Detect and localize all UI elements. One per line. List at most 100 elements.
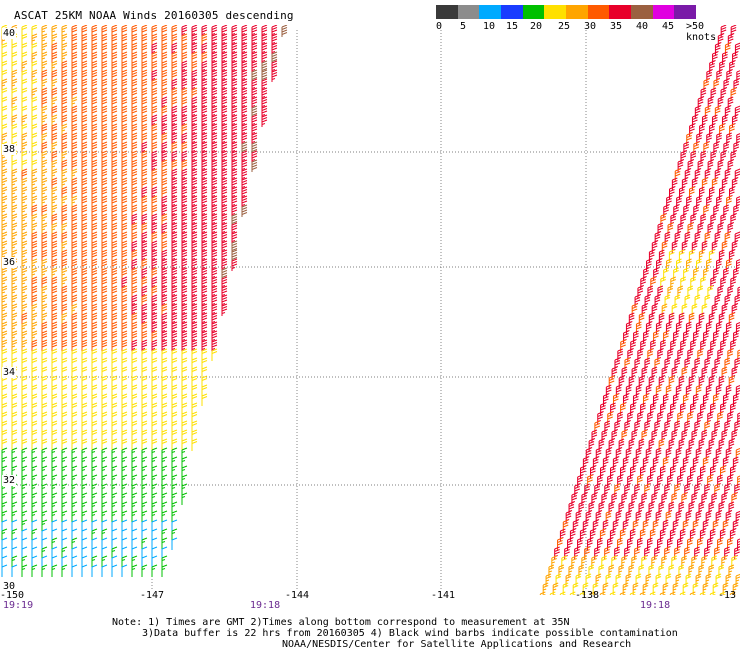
wind-barb [21,519,28,532]
wind-barb [728,438,735,451]
wind-barb [41,285,48,298]
wind-barb [271,33,278,46]
wind-barb [41,384,48,397]
wind-barb [628,501,635,514]
wind-barb [705,573,712,586]
wind-barb [690,465,696,478]
wind-barb [151,258,158,271]
wind-barb [171,105,178,118]
wind-barb [181,339,188,352]
colorbar-swatch [544,5,567,19]
wind-barb [609,528,616,541]
wind-barb [151,483,158,496]
wind-barb [251,33,258,46]
wind-barb [161,267,168,280]
wind-barb [41,222,48,235]
wind-barb [241,123,248,136]
wind-barb [221,42,228,55]
wind-barb [710,465,716,478]
wind-barb [131,339,138,352]
wind-barb [111,105,118,118]
wind-barb [161,96,168,109]
wind-barb [141,195,148,208]
wind-barb [637,474,643,487]
wind-barb [51,321,58,334]
wind-barb [632,393,639,406]
wind-barb [670,339,676,352]
wind-barb [21,492,28,505]
wind-barb [251,150,258,163]
wind-barb [625,447,632,460]
wind-barb [121,267,128,280]
wind-barb [618,375,625,388]
wind-barb [181,213,188,226]
wind-barb [121,285,128,298]
wind-barb [181,177,188,190]
wind-barb [241,168,248,181]
wind-barb [635,321,642,334]
wind-barb [669,591,676,595]
wind-barb [121,123,128,136]
wind-barb [714,42,721,55]
wind-barb [91,519,98,532]
wind-barb [708,375,715,388]
wind-barb [61,411,68,424]
wind-barb [161,447,168,460]
wind-barb [231,231,238,244]
wind-barb [141,249,148,262]
wind-barb [11,321,18,334]
wind-barb [201,267,208,280]
wind-barb [643,267,649,280]
wind-barb [684,231,691,244]
wind-barb [171,195,178,208]
wind-barb [31,393,38,406]
wind-barb [181,231,188,244]
wind-barb [171,123,178,136]
wind-barb [161,456,168,469]
wind-barb [634,294,641,307]
wind-barb [51,33,58,46]
wind-barb [71,564,78,577]
wind-barb [111,258,118,271]
wind-barb [631,366,638,379]
wind-barb [231,132,238,145]
wind-barb [717,222,724,235]
wind-barb [698,438,705,451]
wind-barb [718,501,725,514]
wind-barb [717,348,724,361]
wind-barb [241,33,248,46]
wind-barb [161,375,168,388]
wind-barb [655,510,662,523]
wind-barb [635,384,642,397]
wind-barb [81,222,88,235]
wind-barb [171,132,178,145]
wind-barb [601,492,608,505]
wind-barb [221,285,228,298]
wind-barb [31,456,38,469]
wind-barb [241,60,248,73]
wind-barb [642,582,649,595]
wind-barb [731,366,738,379]
wind-barb [601,429,608,442]
wind-barb [710,339,716,352]
wind-barb [171,456,178,469]
wind-barb [657,537,663,550]
wind-barb [1,546,8,559]
wind-barb [594,546,600,559]
wind-barb [51,51,58,64]
wind-barb [11,564,18,577]
wind-barb [706,195,712,208]
wind-barb [678,438,685,451]
wind-barb [701,240,708,253]
wind-barb [61,447,68,460]
wind-barb [141,141,148,154]
colorbar-swatch [501,5,523,19]
wind-barb [151,33,158,46]
wind-barb [71,213,78,226]
wind-barb [131,204,138,217]
wind-barb [221,294,228,307]
wind-barb [161,384,168,397]
wind-barb [643,330,649,343]
wind-barb [211,213,218,226]
wind-barb [41,168,48,181]
